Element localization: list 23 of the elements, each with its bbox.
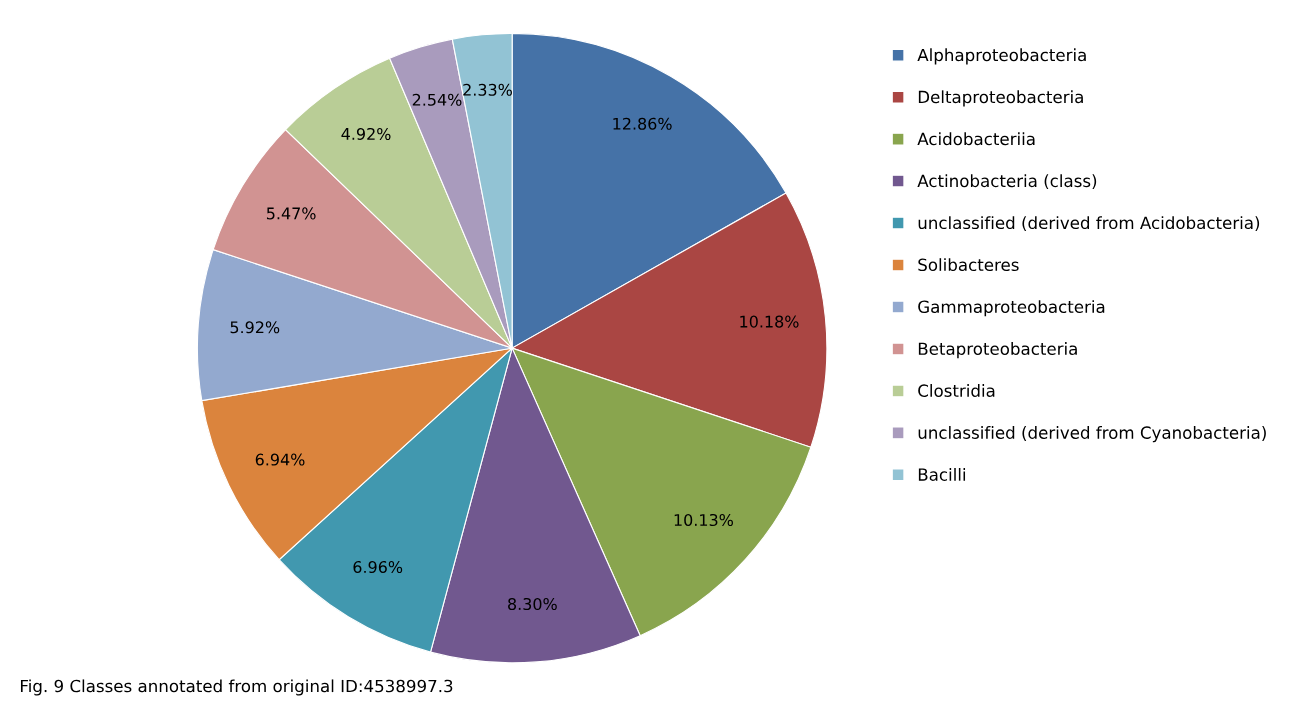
- caption: Fig. 9 Classes annotated from original ID:4538997.3: [20, 679, 453, 696]
- data-label: 10.13%: [674, 513, 733, 527]
- legend-label: Betaproteobacteria: [918, 342, 1077, 359]
- legend-label: Deltaproteobacteria: [918, 90, 1083, 107]
- legend-label: Bacilli: [918, 468, 966, 481]
- legend-label: Gammaproteobacteria: [918, 300, 1105, 317]
- data-label: 4.92%: [341, 127, 391, 140]
- data-label: 6.94%: [255, 453, 305, 466]
- data-label: 8.30%: [508, 597, 557, 611]
- legend-label: Acidobacteriia: [917, 132, 1035, 146]
- legend-label: unclassified (derived from Acidobacteria): [918, 216, 1260, 232]
- data-label: 6.96%: [353, 561, 403, 574]
- legend-label: Solibacteres: [918, 258, 1019, 272]
- data-label: 12.86%: [613, 117, 672, 130]
- data-label: 2.54%: [412, 93, 462, 106]
- legend-label: unclassified (derived from Cyanobacteria): [918, 426, 1266, 443]
- legend-label: Clostridia: [918, 384, 995, 397]
- data-label: 5.47%: [266, 207, 316, 220]
- data-label: 10.18%: [740, 315, 799, 328]
- legend-label: Alphaproteobacteria: [917, 48, 1086, 65]
- data-label: 5.92%: [230, 321, 280, 334]
- legend-label: Actinobacteria (class): [917, 174, 1097, 190]
- data-label: 2.33%: [463, 83, 512, 96]
